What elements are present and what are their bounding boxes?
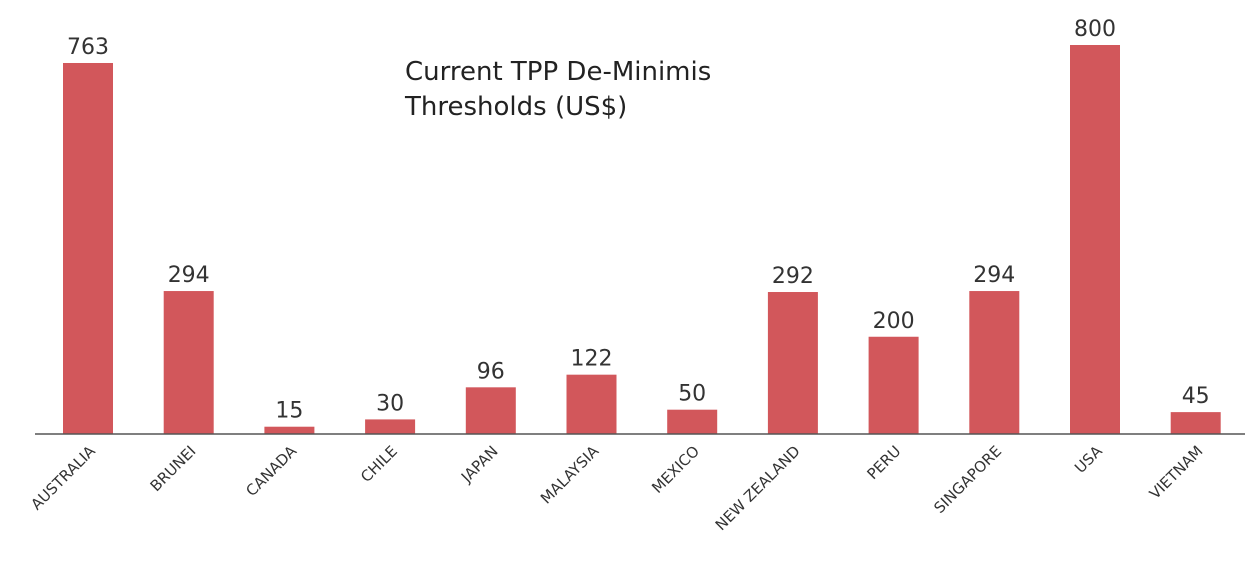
- bar: [63, 62, 113, 435]
- bar: [1070, 45, 1120, 434]
- value-label: 96: [477, 359, 505, 384]
- x-tick-label: CANADA: [242, 442, 300, 500]
- value-label: 292: [772, 264, 814, 289]
- bar: [1170, 412, 1221, 434]
- value-label: 15: [275, 399, 303, 424]
- value-label: 800: [1074, 17, 1116, 42]
- bar: [365, 419, 416, 434]
- value-label: 50: [678, 382, 706, 407]
- bar: [566, 374, 617, 434]
- x-tick-label: USA: [1071, 442, 1106, 477]
- value-label: 294: [973, 263, 1015, 288]
- chart-title: Current TPP De-Minimis Thresholds (US$): [405, 57, 712, 122]
- x-tick-label: JAPAN: [457, 442, 502, 487]
- x-tick-label: NEW ZEALAND: [712, 442, 804, 534]
- x-tick-label: VIETNAM: [1146, 442, 1207, 503]
- bar: [969, 291, 1020, 434]
- value-label: 122: [571, 347, 613, 372]
- x-tick-label: MEXICO: [648, 442, 703, 497]
- value-label: 200: [873, 309, 915, 334]
- value-label: 294: [168, 263, 210, 288]
- bar: [465, 387, 516, 434]
- bar: [667, 409, 718, 434]
- value-label: 30: [376, 391, 404, 416]
- bar: [264, 426, 315, 434]
- x-tick-label: MALAYSIA: [537, 442, 603, 508]
- bar: [767, 292, 818, 434]
- x-tick-label: AUSTRALIA: [27, 442, 99, 514]
- bar: [868, 336, 919, 434]
- x-tick-label: PERU: [863, 442, 904, 483]
- bar: [163, 291, 214, 434]
- x-tick-label: CHILE: [357, 442, 401, 486]
- value-label: 763: [67, 35, 109, 60]
- value-label: 45: [1182, 384, 1210, 409]
- x-tick-label: SINGAPORE: [930, 442, 1005, 517]
- x-tick-label: BRUNEI: [147, 442, 200, 495]
